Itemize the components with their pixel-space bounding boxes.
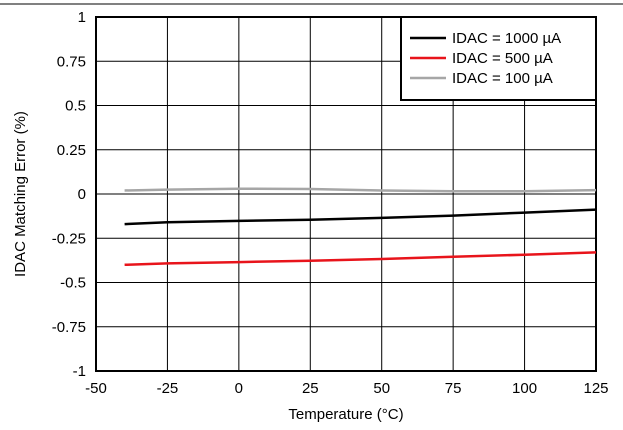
plot-area	[95, 16, 597, 372]
legend-label-500ua: IDAC = 500 µA	[452, 50, 553, 67]
legend: IDAC = 1000 µA IDAC = 500 µA IDAC = 100 …	[400, 16, 597, 101]
x-tick-label: 25	[302, 380, 319, 397]
y-axis-tick-labels: -1 -0.75 -0.5 -0.25 0 0.25 0.5 0.75 1	[52, 9, 86, 380]
y-tick-label: -1	[73, 363, 86, 380]
y-tick-label: 0.5	[65, 98, 86, 115]
x-axis-title: Temperature (°C)	[288, 406, 403, 423]
x-tick-label: -50	[85, 380, 107, 397]
x-tick-label: 50	[373, 380, 390, 397]
x-tick-label: 125	[583, 380, 608, 397]
y-axis-title: IDAC Matching Error (%)	[12, 111, 29, 277]
series-line-1000ua	[124, 208, 597, 226]
x-tick-label: 0	[235, 380, 243, 397]
x-tick-label: 100	[512, 380, 537, 397]
y-tick-label: -0.25	[52, 230, 86, 247]
legend-label-1000ua: IDAC = 1000 µA	[452, 30, 561, 47]
y-tick-label: -0.5	[60, 275, 86, 292]
legend-label-100ua: IDAC = 100 µA	[452, 70, 553, 87]
y-tick-label: 0.75	[57, 53, 86, 70]
y-tick-label: -0.75	[52, 319, 86, 336]
y-tick-label: 0.25	[57, 142, 86, 159]
series-line-500ua	[124, 251, 597, 267]
x-tick-label: -25	[157, 380, 179, 397]
x-tick-label: 75	[445, 380, 462, 397]
x-axis-tick-labels: -50 -25 0 25 50 75 100 125	[85, 380, 608, 397]
y-tick-label: 0	[78, 186, 86, 203]
y-tick-label: 1	[78, 9, 86, 26]
series-line-100ua	[124, 187, 597, 193]
series-layer	[124, 187, 597, 267]
